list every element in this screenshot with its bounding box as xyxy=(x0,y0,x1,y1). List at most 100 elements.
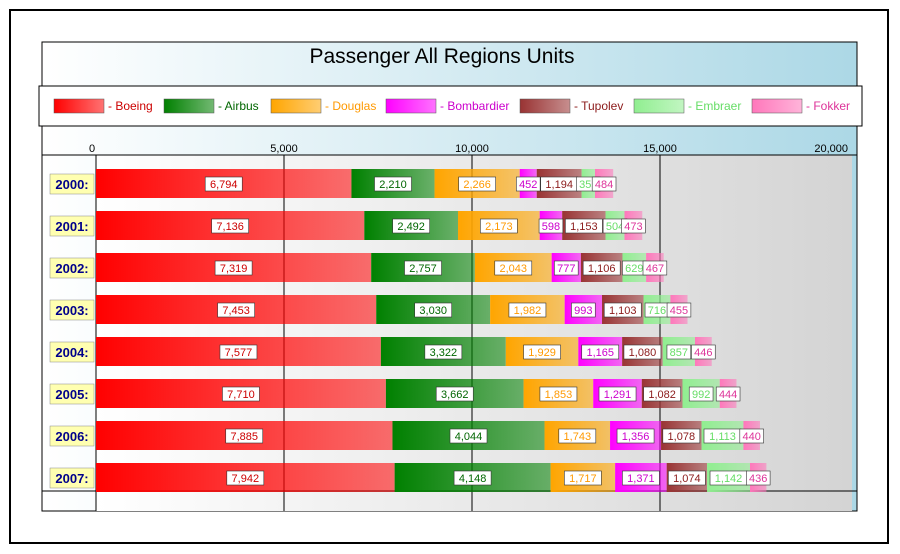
data-label: 440 xyxy=(743,431,761,443)
data-label: 716 xyxy=(648,305,666,317)
data-label: 1,165 xyxy=(586,347,614,359)
legend-label: - Bombardier xyxy=(440,99,509,113)
data-label: 455 xyxy=(670,305,688,317)
data-label: 2,757 xyxy=(409,263,437,275)
data-label-box xyxy=(453,470,492,486)
plot-area xyxy=(96,155,852,511)
data-label: 1,142 xyxy=(715,473,743,485)
data-label: 4,148 xyxy=(459,473,487,485)
data-label: 1,078 xyxy=(668,431,696,443)
category-label-box xyxy=(49,173,95,195)
legend-items: - Boeing - Airbus - Douglas - Bombardier - T… xyxy=(53,98,850,114)
data-label: 467 xyxy=(646,263,664,275)
data-label-box xyxy=(688,386,714,402)
data-label: 1,371 xyxy=(627,473,655,485)
data-label-box xyxy=(404,260,442,276)
data-label: 1,113 xyxy=(709,431,736,443)
data-label: 1,356 xyxy=(622,431,650,443)
data-label-box xyxy=(392,218,430,234)
data-label-box xyxy=(480,218,518,234)
data-label: 777 xyxy=(557,263,575,275)
data-label-box xyxy=(538,218,564,234)
category-label: 2001: xyxy=(55,219,88,234)
data-label-box xyxy=(217,302,255,318)
x-axis-tick-labels: 0 5,000 10,000 15,000 20,000 xyxy=(89,143,848,155)
data-label-box xyxy=(739,428,764,444)
data-label: 7,710 xyxy=(227,389,255,401)
data-label: 1,153 xyxy=(570,221,598,233)
data-label: 444 xyxy=(719,389,737,401)
data-label: 3,030 xyxy=(419,305,447,317)
data-label: 2,173 xyxy=(485,221,513,233)
data-label: 4,044 xyxy=(455,431,483,443)
data-label-box xyxy=(662,428,701,444)
data-label-box xyxy=(642,260,668,276)
legend-swatch xyxy=(751,98,803,114)
data-label-box xyxy=(435,386,474,402)
legend-label: - Airbus xyxy=(218,99,259,113)
legend-label: - Boeing xyxy=(108,99,153,113)
data-label-box xyxy=(564,470,602,486)
data-label-box xyxy=(516,176,541,192)
legend-swatch xyxy=(633,98,685,114)
data-label: 6,794 xyxy=(210,179,238,191)
data-label: 1,929 xyxy=(528,347,556,359)
data-label: 598 xyxy=(542,221,560,233)
x-tick-label: 0 xyxy=(89,143,95,155)
data-label-box xyxy=(222,386,260,402)
data-label-box xyxy=(621,218,646,234)
category-label-box xyxy=(49,215,95,237)
data-label-box xyxy=(558,428,597,444)
data-label-box xyxy=(226,470,265,486)
data-label: 2,043 xyxy=(500,263,528,275)
data-label: 857 xyxy=(670,347,688,359)
category-label-box xyxy=(49,299,95,321)
data-label: 446 xyxy=(694,347,712,359)
data-label: 1,080 xyxy=(629,347,657,359)
x-tick-label: 5,000 xyxy=(270,143,298,155)
data-label: 2,492 xyxy=(397,221,425,233)
chart-frame xyxy=(9,9,889,544)
category-label-box xyxy=(49,257,95,279)
data-label-box xyxy=(211,218,249,234)
data-label-box xyxy=(643,386,681,402)
legend-swatch xyxy=(270,98,322,114)
category-label: 2003: xyxy=(55,303,88,318)
data-label-box xyxy=(616,428,655,444)
category-labels: 2000: 2001: 2002: 2003: 2004: 2005: 2006: 2007: xyxy=(49,173,95,489)
data-label: 629 xyxy=(625,263,643,275)
data-label: 504 xyxy=(606,221,624,233)
legend-swatch xyxy=(385,98,437,114)
data-label-box xyxy=(581,344,620,360)
data-label-box xyxy=(508,302,547,318)
legend-label: - Embraer xyxy=(688,99,741,113)
category-label: 2007: xyxy=(55,471,88,486)
data-label: 2,210 xyxy=(379,179,407,191)
category-label: 2000: xyxy=(55,177,88,192)
data-label: 452 xyxy=(519,179,537,191)
data-label-box xyxy=(715,386,741,402)
data-label-box xyxy=(449,428,488,444)
x-tick-label: 20,000 xyxy=(814,143,848,155)
data-label: 7,319 xyxy=(220,263,248,275)
data-label-box xyxy=(414,302,452,318)
data-label: 992 xyxy=(692,389,710,401)
category-label-box xyxy=(49,467,95,489)
legend-swatch xyxy=(163,98,215,114)
data-label: 3,322 xyxy=(430,347,458,359)
data-label: 2,266 xyxy=(463,179,491,191)
data-label: 1,074 xyxy=(673,473,701,485)
data-label: 993 xyxy=(574,305,592,317)
data-label: 1,717 xyxy=(569,473,597,485)
data-label-box xyxy=(691,344,716,360)
data-label: 1,194 xyxy=(545,179,573,191)
data-label-box xyxy=(582,260,621,276)
chart-title: Passenger All Regions Units xyxy=(310,45,575,68)
data-label-box xyxy=(622,470,660,486)
data-label-box xyxy=(424,344,463,360)
data-label-box xyxy=(591,176,617,192)
data-label: 436 xyxy=(749,473,767,485)
data-label: 7,942 xyxy=(232,473,260,485)
data-label-box xyxy=(523,344,561,360)
